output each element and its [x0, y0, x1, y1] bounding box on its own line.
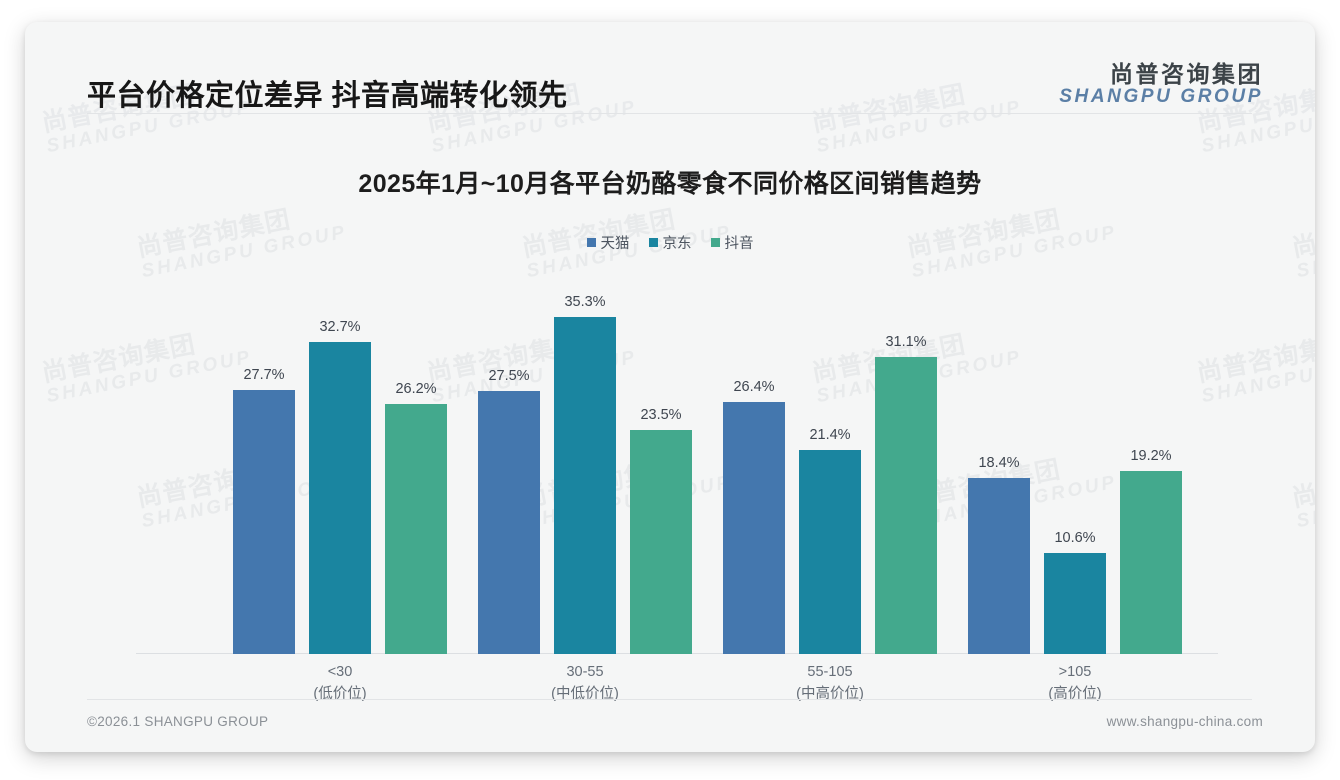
x-axis-category-main: 55-105: [807, 664, 853, 680]
legend-swatch-icon: [710, 238, 720, 247]
legend-swatch-icon: [648, 238, 658, 247]
brand-logo-cn: 尚普咨询集团: [1110, 61, 1263, 87]
slide-header: 平台价格定位差异 抖音高端转化领先 尚普咨询集团 SHANGPU GROUP: [25, 22, 1315, 112]
bar-rect[interactable]: [309, 341, 371, 654]
slide-footer: ©2026.1 SHANGPU GROUP www.shangpu-china.…: [25, 714, 1315, 734]
bar-抖音-55-105[interactable]: 31.1%: [875, 334, 937, 654]
bar-天猫-30-55[interactable]: 27.5%: [478, 368, 540, 654]
bar-value-label: 31.1%: [885, 334, 927, 351]
chart-plot-area: 27.7% 32.7% 26.2% <30 (低价位) 27.5% 35.3% 23.5% 30…: [83, 254, 1258, 702]
bar-京东->105[interactable]: 10.6%: [1044, 530, 1106, 654]
brand-logo-en: SHANGPU GROUP: [1059, 85, 1263, 107]
bar-京东-<30[interactable]: 32.7%: [309, 319, 371, 654]
legend-label: 京东: [662, 236, 692, 252]
bar-rect[interactable]: [968, 478, 1030, 654]
bar-group-<30: 27.7% 32.7% 26.2% <30 (低价位): [233, 254, 447, 702]
x-axis-category->105: >105 (高价位): [968, 662, 1182, 706]
brand-logo: 尚普咨询集团 SHANGPU GROUP: [1059, 62, 1263, 107]
legend-item-抖音[interactable]: 抖音: [710, 232, 754, 253]
chart-legend: 天猫 京东 抖音: [25, 232, 1315, 253]
legend-item-京东[interactable]: 京东: [648, 232, 692, 253]
header-divider: [87, 113, 1252, 114]
x-axis-category-sub: (中高价位): [796, 685, 864, 702]
bar-value-label: 32.7%: [319, 318, 361, 335]
bar-rect[interactable]: [554, 317, 616, 654]
footer-divider: [87, 699, 1252, 700]
bar-value-label: 10.6%: [1054, 529, 1096, 546]
bar-抖音-30-55[interactable]: 23.5%: [630, 407, 692, 654]
bar-value-label: 27.7%: [243, 366, 285, 383]
x-axis-category-main: 30-55: [566, 664, 604, 680]
x-axis-category-30-55: 30-55 (中低价位): [478, 662, 692, 706]
bar-rect[interactable]: [1120, 470, 1182, 654]
bar-group-30-55: 27.5% 35.3% 23.5% 30-55 (中低价位): [478, 254, 692, 702]
bar-rect[interactable]: [478, 391, 540, 654]
bar-value-label: 26.4%: [733, 378, 775, 395]
slide-canvas: 尚普咨询集团 SHANGPU GROUP 尚普咨询集团 SHANGPU GROUP 尚普…: [25, 22, 1315, 752]
bar-rect[interactable]: [1044, 552, 1106, 654]
chart-title: 2025年1月~10月各平台奶酪零食不同价格区间销售趋势: [358, 170, 982, 198]
x-axis-category-sub: (中低价位): [551, 685, 619, 702]
bar-rect[interactable]: [799, 449, 861, 654]
x-axis-category-<30: <30 (低价位): [233, 662, 447, 706]
bar-抖音->105[interactable]: 19.2%: [1120, 448, 1182, 654]
page-title: 平台价格定位差异 抖音高端转化领先: [87, 80, 568, 112]
x-axis-category-55-105: 55-105 (中高价位): [723, 662, 937, 706]
x-axis-category-sub: (低价位): [313, 685, 367, 702]
bar-value-label: 35.3%: [564, 294, 606, 310]
footer-copyright: ©2026.1 SHANGPU GROUP: [87, 714, 269, 729]
legend-swatch-icon: [586, 238, 596, 247]
bar-京东-30-55[interactable]: 35.3%: [554, 294, 616, 654]
bar-天猫-55-105[interactable]: 26.4%: [723, 379, 785, 654]
bar-value-label: 21.4%: [809, 426, 851, 443]
legend-label: 天猫: [600, 236, 630, 252]
legend-item-天猫[interactable]: 天猫: [586, 232, 630, 253]
x-axis-category-main: >105: [1058, 664, 1092, 680]
bar-group->105: 18.4% 10.6% 19.2% >105 (高价位): [968, 254, 1182, 702]
bar-京东-55-105[interactable]: 21.4%: [799, 427, 861, 654]
bar-value-label: 19.2%: [1130, 447, 1172, 464]
bar-value-label: 26.2%: [395, 380, 437, 397]
x-axis-category-sub: (高价位): [1048, 685, 1102, 702]
bar-rect[interactable]: [385, 403, 447, 654]
bar-group-55-105: 26.4% 21.4% 31.1% 55-105 (中高价位): [723, 254, 937, 702]
legend-label: 抖音: [724, 236, 754, 252]
bar-天猫->105[interactable]: 18.4%: [968, 455, 1030, 654]
footer-website: www.shangpu-china.com: [1106, 714, 1263, 729]
bar-rect[interactable]: [875, 357, 937, 654]
bar-rect[interactable]: [630, 429, 692, 654]
chart-container: 2025年1月~10月各平台奶酪零食不同价格区间销售趋势 天猫 京东 抖音 27.7…: [25, 114, 1315, 704]
bar-rect[interactable]: [233, 389, 295, 654]
bar-value-label: 27.5%: [488, 368, 530, 385]
bar-抖音-<30[interactable]: 26.2%: [385, 381, 447, 654]
bar-value-label: 23.5%: [640, 406, 682, 423]
x-axis-category-main: <30: [327, 664, 353, 680]
bar-value-label: 18.4%: [978, 455, 1020, 472]
bar-天猫-<30[interactable]: 27.7%: [233, 367, 295, 654]
bar-rect[interactable]: [723, 401, 785, 654]
